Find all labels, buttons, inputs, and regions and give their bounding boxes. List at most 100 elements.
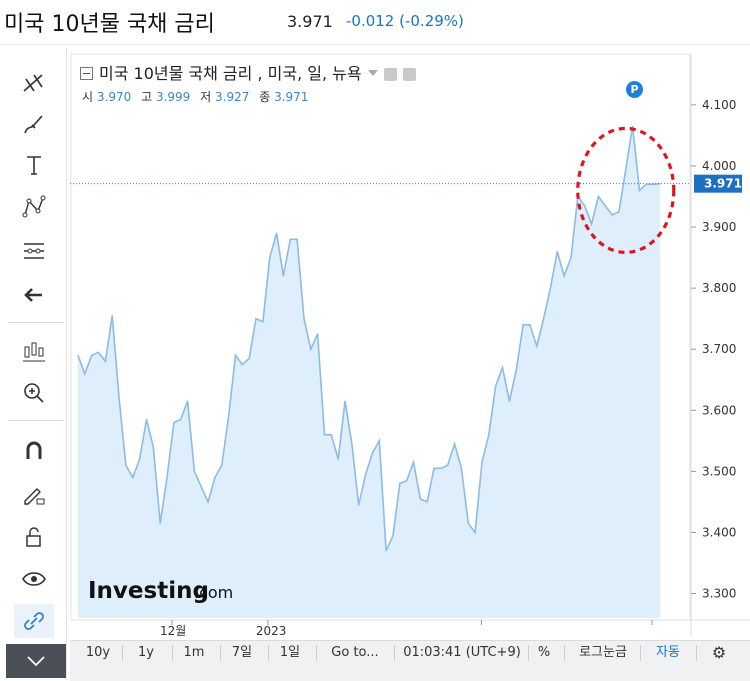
bottombar-divider [528, 645, 529, 661]
data-point [543, 318, 545, 320]
text-icon[interactable] [14, 148, 54, 182]
measure-icon[interactable] [14, 234, 54, 268]
data-point [563, 275, 565, 277]
goto-button[interactable]: Go to... [331, 645, 379, 660]
data-point [453, 443, 456, 445]
data-point [611, 214, 613, 216]
unlock-icon[interactable] [14, 520, 54, 554]
clock-readout[interactable]: 01:03:41 (UTC+9) [403, 645, 521, 660]
data-point [310, 348, 312, 350]
data-point [118, 397, 120, 399]
bottombar-divider [268, 645, 269, 661]
data-point [248, 357, 250, 359]
percent-button[interactable]: % [537, 645, 551, 660]
y-tick-label: 4.000 [702, 159, 736, 173]
data-point [262, 321, 264, 323]
range-1d-button[interactable]: 1일 [279, 645, 301, 660]
bottombar-divider [122, 645, 123, 661]
link-icon[interactable] [14, 604, 54, 638]
range-1m-button[interactable]: 1m [183, 645, 205, 660]
data-point [433, 467, 435, 469]
data-point [604, 205, 606, 207]
candles-icon[interactable] [14, 334, 54, 368]
area-fill [78, 126, 660, 618]
eye-icon[interactable] [14, 562, 54, 596]
data-point [296, 238, 298, 240]
data-point [159, 522, 161, 524]
back-arrow-icon[interactable] [14, 278, 54, 312]
open-label: 시 [82, 90, 94, 104]
settings-icon[interactable] [383, 68, 397, 81]
log-scale-button[interactable]: 로그눈금 [579, 645, 627, 660]
data-point [221, 464, 223, 466]
data-point [556, 250, 558, 253]
data-point [584, 205, 586, 207]
drawing-toolbar [0, 48, 67, 680]
data-point [186, 400, 189, 402]
x-tick-label: 2023 [256, 624, 287, 637]
collapse-icon[interactable] [80, 67, 93, 80]
range-10y-button[interactable]: 10y [85, 645, 111, 660]
gear-icon[interactable] [402, 68, 416, 81]
data-point [84, 373, 86, 375]
data-point [255, 318, 257, 320]
data-point [638, 189, 641, 191]
data-point [659, 183, 661, 185]
lock-pencil-icon[interactable] [14, 478, 54, 512]
header: 미국 10년물 국채 금리 3.971 -0.012 (-0.29%) [0, 0, 750, 44]
gear-icon[interactable]: ⚙ [711, 643, 727, 662]
data-point [529, 324, 531, 326]
data-point [166, 476, 168, 479]
data-point [447, 464, 449, 466]
watermark-brand: Investing [88, 578, 209, 604]
data-point [590, 223, 593, 225]
data-point [570, 256, 572, 259]
range-7d-button[interactable]: 7일 [231, 645, 253, 660]
bottom-toolbar: 10y 1y 1m 7일 1일 Go to... 01:03:41 (UTC+9… [70, 640, 750, 681]
close-label: 종 [259, 90, 271, 104]
toolbar-divider [8, 420, 64, 421]
high-label: 고 [141, 90, 153, 104]
caret-down-icon[interactable] [367, 70, 378, 76]
data-point [460, 467, 463, 469]
bottombar-divider [696, 645, 697, 661]
low-value: 3.927 [215, 90, 250, 104]
data-point [337, 458, 339, 460]
data-point [97, 351, 100, 353]
symbol-name: 미국 10년물 국채 금리 , 미국, 일, 뉴욕 [99, 64, 362, 83]
y-tick-label: 3.700 [702, 342, 736, 356]
bottombar-divider [564, 645, 565, 661]
data-point [378, 440, 380, 442]
data-point [501, 366, 504, 369]
chart-legend: 미국 10년물 국채 금리 , 미국, 일, 뉴욕 [80, 60, 416, 84]
magnet-icon[interactable] [14, 434, 54, 468]
range-1y-button[interactable]: 1y [138, 645, 154, 660]
data-point [419, 498, 421, 500]
data-point [632, 125, 634, 127]
data-point [207, 501, 209, 503]
pattern-icon[interactable] [14, 190, 54, 224]
auto-scale-button[interactable]: 자동 [656, 645, 680, 660]
brush-icon[interactable] [14, 108, 54, 142]
bottombar-divider [316, 645, 317, 661]
data-point [392, 534, 394, 537]
chevron-down-icon[interactable] [6, 644, 66, 678]
watermark-suffix: .com [194, 583, 233, 602]
price-change: -0.012 (-0.29%) [346, 12, 464, 30]
data-point [234, 354, 237, 356]
p-badge[interactable]: P [626, 81, 643, 98]
price-label-box [694, 174, 742, 193]
zoom-in-icon[interactable] [14, 376, 54, 410]
data-point [406, 479, 408, 482]
data-point [282, 275, 285, 277]
data-point [200, 486, 202, 488]
bottombar-divider [394, 645, 395, 661]
price-chart[interactable]: 3.300 3.400 3.500 3.600 3.700 3.800 3.900 4.000… [70, 52, 750, 637]
data-point [515, 369, 517, 372]
data-point [77, 354, 79, 356]
data-point [132, 476, 134, 479]
page-title: 미국 10년물 국채 금리 [4, 12, 215, 37]
crosshair-lines-icon[interactable] [14, 66, 54, 100]
data-point [399, 483, 401, 485]
data-point [269, 256, 271, 259]
